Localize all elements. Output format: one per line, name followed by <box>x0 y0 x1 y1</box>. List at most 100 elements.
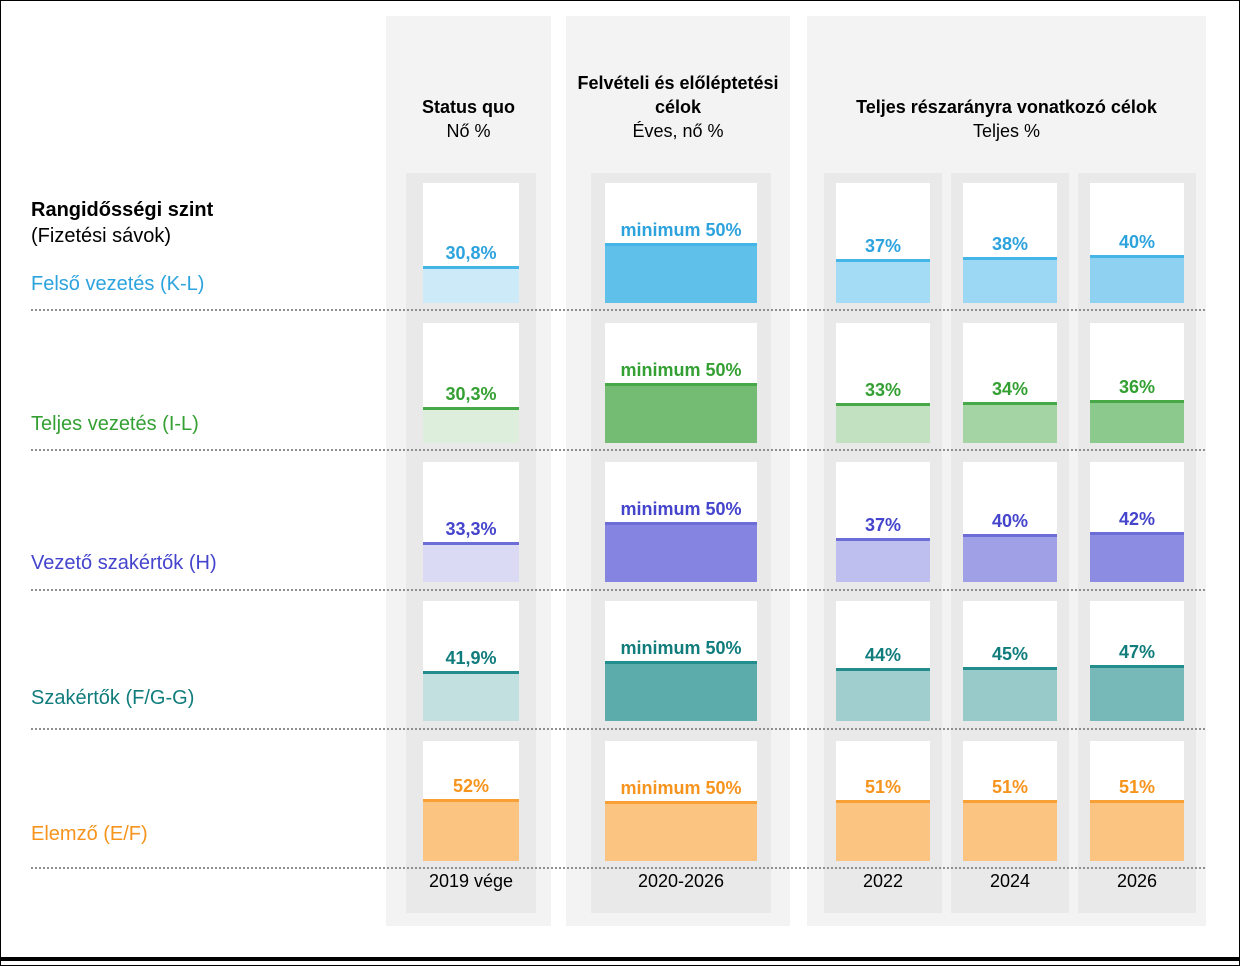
chart-cell-elemzo-y2024: 51% <box>963 741 1057 861</box>
cell-bar-fill <box>605 383 757 443</box>
chart-cell-teljes-vezetes-target: minimum 50% <box>605 323 757 443</box>
cell-bar-fill <box>605 522 757 582</box>
cell-bar-fill <box>1090 664 1184 721</box>
chart-cell-szakertok-target: minimum 50% <box>605 601 757 721</box>
chart-cell-elemzo-status_quo: 52% <box>423 741 519 861</box>
cell-bar-fill <box>423 542 519 582</box>
cell-value-label: 37% <box>864 235 902 256</box>
cell-value-label: 51% <box>991 776 1029 797</box>
chart-cell-felso-vezetes-y2024: 38% <box>963 183 1057 303</box>
cell-value-label: minimum 50% <box>620 220 742 240</box>
axis-title-line2: (Fizetési sávok) <box>31 225 172 247</box>
chart-cell-szakertok-y2024: 45% <box>963 601 1057 721</box>
cell-value-label: 44% <box>864 645 902 666</box>
chart-cell-vezeto-szakertok-y2024: 40% <box>963 462 1057 582</box>
cell-bar-fill <box>605 801 757 861</box>
cell-bar-fill <box>963 402 1057 443</box>
cell-bar-fill <box>963 667 1057 721</box>
row-separator <box>31 449 1205 451</box>
cell-bar-fill <box>423 406 519 443</box>
cell-bar-fill <box>423 670 519 721</box>
cell-value-label: minimum 50% <box>620 499 742 519</box>
axis-title: Rangidősségi szint (Fizetési sávok) <box>31 197 213 249</box>
bar-column-target: 2020-2026 minimum 50% minimum 50% minimum … <box>591 173 771 913</box>
cell-bar-fill <box>836 403 930 443</box>
cell-value-label: 34% <box>991 379 1029 400</box>
axis-label-2024: 2024 <box>989 871 1031 891</box>
header-status-quo-title: Status quo <box>422 97 515 117</box>
cell-value-label: 30,8% <box>445 243 497 264</box>
row-label-teljes-vezetes: Teljes vezetés (I-L) <box>31 413 199 435</box>
axis-label-2022: 2022 <box>862 871 904 891</box>
cell-bar-fill <box>423 798 519 861</box>
cell-bar-fill <box>836 258 930 303</box>
cell-value-label: 42% <box>1118 508 1156 529</box>
cell-value-label: 47% <box>1118 641 1156 662</box>
header-total-share-targets-title: Teljes részarányra vonatkozó célok <box>856 97 1157 117</box>
axis-label-2019: 2019 vége <box>428 871 514 891</box>
cell-value-label: minimum 50% <box>620 638 742 658</box>
chart-cell-teljes-vezetes-y2022: 33% <box>836 323 930 443</box>
cell-bar-fill <box>605 243 757 303</box>
chart-cell-felso-vezetes-y2026: 40% <box>1090 183 1184 303</box>
header-total-share-targets: Teljes részarányra vonatkozó célok Telje… <box>807 95 1206 143</box>
cell-value-label: 45% <box>991 644 1029 664</box>
chart-cell-szakertok-y2026: 47% <box>1090 601 1184 721</box>
chart-cell-vezeto-szakertok-y2026: 42% <box>1090 462 1184 582</box>
cell-value-label: 41,9% <box>445 647 497 668</box>
row-label-vezeto-szakertok: Vezető szakértők (H) <box>31 552 217 574</box>
axis-title-line1: Rangidősségi szint <box>31 199 214 221</box>
cell-bar-fill <box>1090 255 1184 303</box>
chart-cell-elemzo-y2026: 51% <box>1090 741 1184 861</box>
axis-label-2026: 2026 <box>1116 871 1158 891</box>
cell-bar-fill <box>836 668 930 721</box>
row-separator <box>31 589 1205 591</box>
chart-cell-teljes-vezetes-y2024: 34% <box>963 323 1057 443</box>
row-label-szakertok: Szakértők (F/G-G) <box>31 687 195 709</box>
chart-cell-vezeto-szakertok-y2022: 37% <box>836 462 930 582</box>
cell-value-label: 30,3% <box>445 383 497 404</box>
chart-cell-vezeto-szakertok-target: minimum 50% <box>605 462 757 582</box>
cell-value-label: 38% <box>991 234 1029 255</box>
cell-bar-fill <box>963 257 1057 303</box>
row-separator <box>31 728 1205 730</box>
header-recruitment-targets-subtitle: Éves, nő % <box>632 121 724 141</box>
chart-cell-teljes-vezetes-y2026: 36% <box>1090 323 1184 443</box>
chart-cell-szakertok-status_quo: 41,9% <box>423 601 519 721</box>
cell-value-label: 37% <box>864 514 902 535</box>
bar-column-status-quo: 2019 vége 30,8% 30,3% 33,3% 41,9% 52% <box>406 173 536 913</box>
chart-cell-teljes-vezetes-status_quo: 30,3% <box>423 323 519 443</box>
cell-bar-fill <box>963 799 1057 861</box>
bottom-rule <box>1 957 1239 961</box>
cell-bar-fill <box>836 537 930 582</box>
chart-cell-vezeto-szakertok-status_quo: 33,3% <box>423 462 519 582</box>
chart-cell-elemzo-target: minimum 50% <box>605 741 757 861</box>
bar-column-2026: 2026 40% 36% 42% 47% 51% <box>1078 173 1196 913</box>
chart-cell-elemzo-y2022: 51% <box>836 741 930 861</box>
header-recruitment-targets-title: Felvételi és előléptetési célok <box>577 73 779 117</box>
cell-value-label: 52% <box>452 775 490 796</box>
cell-bar-fill <box>1090 399 1184 443</box>
chart-cell-szakertok-y2022: 44% <box>836 601 930 721</box>
cell-bar-fill <box>1090 531 1184 582</box>
header-status-quo-subtitle: Nő % <box>446 121 491 141</box>
row-separator <box>31 309 1205 311</box>
cell-value-label: 36% <box>1118 376 1156 397</box>
row-separator <box>31 867 1205 869</box>
axis-label-2020-2026: 2020-2026 <box>637 871 725 891</box>
bar-column-2024: 2024 38% 34% 40% 45% 51% <box>951 173 1069 913</box>
cell-bar-fill <box>836 799 930 861</box>
bar-column-2022: 2022 37% 33% 37% 44% 51% <box>824 173 942 913</box>
row-label-felso-vezetes: Felső vezetés (K-L) <box>31 273 205 295</box>
cell-bar-fill <box>1090 799 1184 861</box>
cell-value-label: minimum 50% <box>620 778 742 798</box>
chart-cell-felso-vezetes-target: minimum 50% <box>605 183 757 303</box>
header-status-quo: Status quo Nő % <box>386 95 551 143</box>
cell-value-label: 33% <box>864 380 902 401</box>
cell-bar-fill <box>605 661 757 721</box>
cell-value-label: minimum 50% <box>620 360 742 380</box>
cell-value-label: 51% <box>864 776 902 797</box>
cell-value-label: 40% <box>991 511 1029 531</box>
cell-value-label: 33,3% <box>445 519 497 540</box>
